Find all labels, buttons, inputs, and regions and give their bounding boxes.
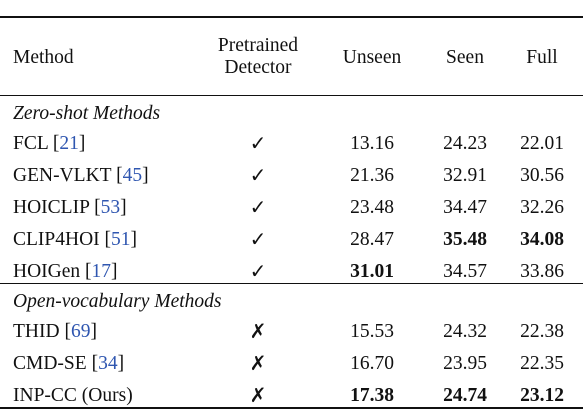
- method-name: HOIGen: [13, 261, 81, 282]
- cross-mark-icon: ✗: [249, 321, 267, 343]
- check-mark-icon: ✓: [249, 197, 267, 219]
- method-cell: FCL [21]: [13, 133, 86, 154]
- method-cell: HOICLIP [53]: [13, 197, 127, 218]
- cross-mark-icon: ✗: [249, 353, 267, 375]
- header-seen: Seen: [446, 47, 484, 68]
- header-full: Full: [526, 47, 558, 68]
- method-cell: GEN-VLKT [45]: [13, 165, 149, 186]
- method-name: HOICLIP: [13, 197, 90, 218]
- full-value: 30.56: [520, 165, 564, 186]
- seen-value: 34.57: [443, 261, 487, 282]
- full-value: 34.08: [520, 229, 564, 250]
- method-cell: CMD-SE [34]: [13, 353, 125, 374]
- method-cell: INP-CC (Ours): [13, 384, 133, 408]
- seen-value: 23.95: [443, 353, 487, 374]
- method-name: INP-CC (Ours): [13, 385, 133, 406]
- citation-link[interactable]: 53: [100, 197, 121, 218]
- unseen-value: 13.16: [350, 133, 394, 154]
- citation-link[interactable]: 51: [111, 229, 131, 250]
- method-name: THID: [13, 321, 60, 342]
- citation-link[interactable]: 17: [91, 261, 112, 282]
- unseen-value: 17.38: [350, 385, 394, 406]
- check-mark-icon: ✓: [249, 261, 267, 283]
- unseen-value: 31.01: [350, 261, 394, 282]
- method-cell: HOIGen [17]: [13, 261, 118, 282]
- seen-value: 32.91: [443, 165, 487, 186]
- header-detector-line1: Pretrained: [217, 35, 299, 56]
- bottom-rule: [0, 407, 583, 409]
- citation-link[interactable]: 45: [122, 165, 143, 186]
- full-value: 22.35: [520, 353, 564, 374]
- seen-value: 24.32: [443, 321, 487, 342]
- citation-link[interactable]: 34: [98, 353, 118, 374]
- citation-link[interactable]: 69: [70, 321, 91, 342]
- unseen-value: 28.47: [350, 229, 394, 250]
- seen-value: 35.48: [443, 229, 487, 250]
- full-value: 33.86: [520, 261, 564, 282]
- section-rule: [0, 283, 583, 284]
- method-cell: THID [69]: [13, 321, 97, 342]
- method-name: CMD-SE: [13, 353, 87, 374]
- cross-mark-icon: ✗: [249, 385, 267, 407]
- method-name: CLIP4HOI: [13, 229, 100, 250]
- full-value: 23.12: [520, 385, 564, 406]
- check-mark-icon: ✓: [249, 229, 267, 251]
- unseen-value: 23.48: [350, 197, 394, 218]
- header-detector: Pretrained Detector: [212, 35, 304, 79]
- full-value: 32.26: [520, 197, 564, 218]
- unseen-value: 21.36: [350, 165, 394, 186]
- section-title: Zero-shot Methods: [13, 103, 161, 124]
- seen-value: 34.47: [443, 197, 487, 218]
- check-mark-icon: ✓: [249, 133, 267, 155]
- check-mark-icon: ✓: [249, 165, 267, 187]
- seen-value: 24.23: [443, 133, 487, 154]
- top-rule: [0, 16, 583, 18]
- unseen-value: 15.53: [350, 321, 394, 342]
- header-detector-line2: Detector: [224, 57, 292, 78]
- header-method: Method: [13, 47, 74, 68]
- full-value: 22.38: [520, 321, 564, 342]
- section-title: Open-vocabulary Methods: [13, 291, 222, 312]
- header-rule: [0, 95, 583, 96]
- header-unseen: Unseen: [342, 47, 402, 68]
- unseen-value: 16.70: [350, 353, 394, 374]
- method-cell: CLIP4HOI [51]: [13, 229, 138, 250]
- citation-link[interactable]: 21: [59, 133, 79, 154]
- method-name: GEN-VLKT: [13, 165, 112, 186]
- method-name: FCL: [13, 133, 49, 154]
- full-value: 22.01: [520, 133, 564, 154]
- seen-value: 24.74: [443, 385, 487, 406]
